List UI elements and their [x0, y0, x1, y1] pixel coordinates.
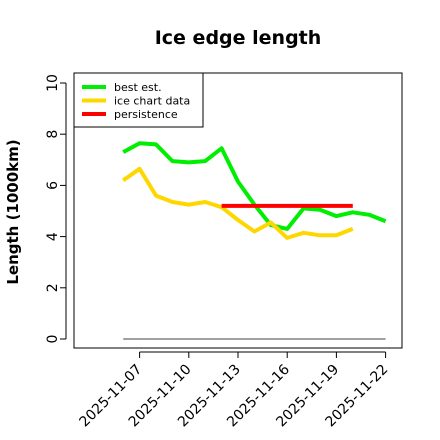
- y-tick-label: 6: [45, 181, 61, 190]
- series-layer: [122, 141, 387, 340]
- y-tick-label: 10: [45, 74, 61, 92]
- y-axis: 0 2 4 6 8 10: [45, 74, 67, 344]
- y-tick-label: 2: [45, 283, 61, 292]
- y-tick-label: 4: [45, 232, 61, 241]
- chart-title: Ice edge length: [155, 27, 322, 49]
- y-tick-label: 0: [45, 335, 61, 344]
- series-line-ice-chart-data: [122, 166, 354, 240]
- legend-entry: ice chart data: [114, 95, 190, 108]
- y-axis-label: Length (1000km): [4, 139, 22, 284]
- x-axis: 2025-11-072025-11-102025-11-132025-11-16…: [77, 351, 391, 430]
- legend-entry: persistence: [114, 108, 178, 121]
- y-tick-label: 8: [45, 130, 61, 139]
- legend-entry: best est.: [114, 81, 162, 94]
